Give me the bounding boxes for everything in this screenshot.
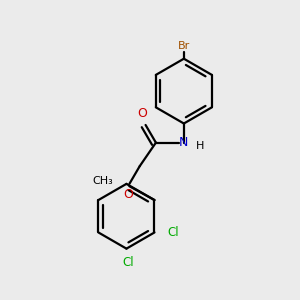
Text: O: O <box>123 188 133 201</box>
Text: Cl: Cl <box>122 256 134 269</box>
Text: N: N <box>179 136 188 149</box>
Text: Br: Br <box>178 41 190 51</box>
Text: CH₃: CH₃ <box>92 176 113 186</box>
Text: Cl: Cl <box>168 226 179 239</box>
Text: H: H <box>196 141 204 151</box>
Text: O: O <box>138 107 148 120</box>
